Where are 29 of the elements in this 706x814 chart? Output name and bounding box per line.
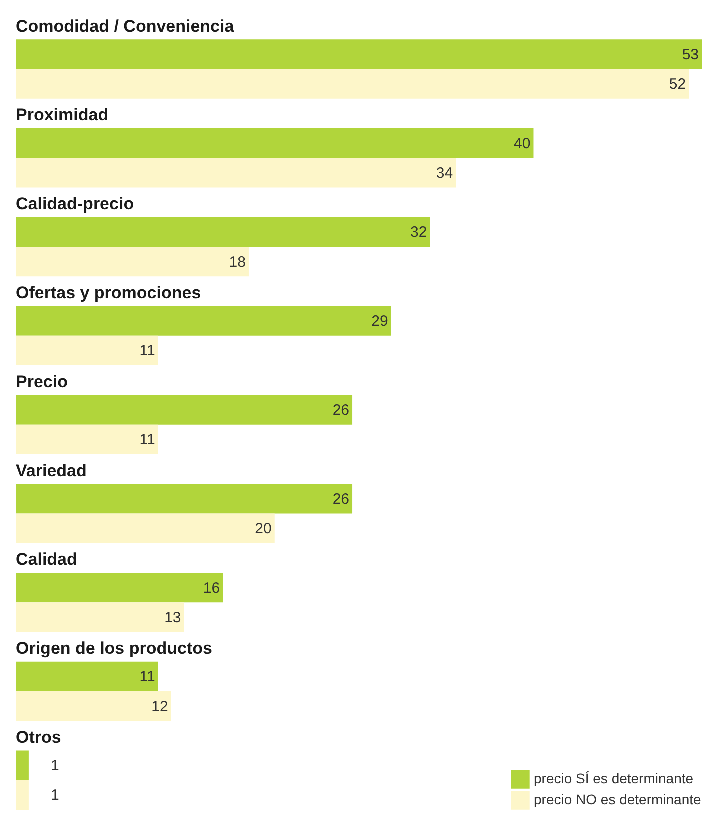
data-label: 13: [164, 609, 182, 626]
data-label: 1: [50, 787, 60, 804]
y-tick-label: Calidad-precio: [16, 194, 134, 214]
data-label: 16: [203, 580, 220, 597]
data-label: 12: [152, 698, 168, 716]
data-label: 20: [255, 520, 272, 538]
y-tick-label: Variedad: [16, 461, 87, 480]
data-label: 29: [372, 313, 388, 330]
y-tick-label: Comodidad / Conveniencia: [16, 16, 235, 36]
y-tick-label: Calidad: [16, 550, 78, 570]
y-tick-label: Origen de los productos: [16, 639, 212, 658]
y-tick-label: Otros: [16, 728, 62, 747]
data-label: 18: [229, 254, 246, 271]
data-label: 11: [140, 668, 156, 686]
data-label: 11: [140, 432, 156, 449]
data-label: 34: [436, 164, 454, 182]
y-tick-label: Proximidad: [16, 106, 109, 125]
legend-label: precio NO es determinante: [534, 792, 702, 808]
data-label: 32: [410, 224, 428, 242]
data-label: 26: [332, 402, 350, 419]
data-label: 53: [682, 46, 699, 64]
data-label: 11: [140, 342, 156, 360]
data-label: 40: [514, 135, 531, 152]
data-label: 26: [332, 490, 350, 508]
legend-label: precio SÍ es determinante: [534, 770, 694, 786]
y-tick-label: Precio: [16, 372, 68, 392]
y-tick-label: Ofertas y promociones: [16, 283, 202, 302]
data-label: 52: [669, 76, 686, 94]
data-label: 1: [50, 758, 60, 775]
